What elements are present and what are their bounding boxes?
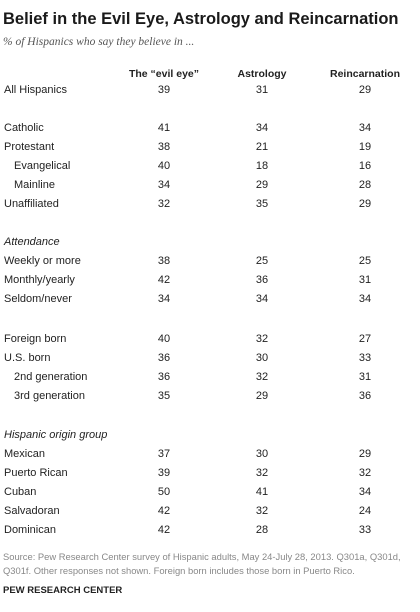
cell-evil-eye: 38: [157, 141, 171, 153]
cell-astrology: 28: [255, 524, 269, 536]
cell-astrology: 30: [255, 448, 269, 460]
table-row: Mexican 37 30 29: [0, 448, 420, 466]
cell-evil-eye: 42: [157, 505, 171, 517]
table-row: 2nd generation 36 32 31: [0, 371, 420, 389]
row-label: U.S. born: [4, 352, 51, 364]
source-note: Source: Pew Research Center survey of Hi…: [3, 551, 401, 576]
row-label: Seldom/never: [4, 293, 72, 305]
table-row: Salvadoran 42 32 24: [0, 505, 420, 523]
cell-astrology: 30: [255, 352, 269, 364]
cell-astrology: 32: [255, 467, 269, 479]
cell-reincarnation: 29: [358, 448, 372, 460]
column-header-astrology: Astrology: [237, 68, 287, 80]
cell-evil-eye: 38: [157, 255, 171, 267]
row-label: Unaffiliated: [4, 198, 59, 210]
cell-astrology: 31: [255, 84, 269, 96]
table-row: Catholic 41 34 34: [0, 122, 420, 140]
cell-reincarnation: 24: [358, 505, 372, 517]
cell-reincarnation: 31: [358, 371, 372, 383]
table-row: Evangelical 40 18 16: [0, 160, 420, 178]
cell-reincarnation: 32: [358, 467, 372, 479]
page-title: Belief in the Evil Eye, Astrology and Re…: [3, 10, 399, 28]
section-header-origin: Hispanic origin group: [4, 429, 108, 441]
cell-evil-eye: 40: [157, 333, 171, 345]
cell-evil-eye: 40: [157, 160, 171, 172]
cell-evil-eye: 35: [157, 390, 171, 402]
cell-reincarnation: 36: [358, 390, 372, 402]
cell-astrology: 21: [255, 141, 269, 153]
cell-astrology: 32: [255, 505, 269, 517]
cell-evil-eye: 50: [157, 486, 171, 498]
cell-evil-eye: 36: [157, 352, 171, 364]
table-row: Unaffiliated 32 35 29: [0, 198, 420, 216]
row-label: Catholic: [4, 122, 44, 134]
cell-reincarnation: 31: [358, 274, 372, 286]
row-label: 3rd generation: [14, 390, 85, 402]
row-label: Puerto Rican: [4, 467, 68, 479]
cell-reincarnation: 33: [358, 524, 372, 536]
row-label: 2nd generation: [14, 371, 88, 383]
section-header-attendance: Attendance: [4, 236, 60, 248]
row-label: Dominican: [4, 524, 56, 536]
cell-reincarnation: 34: [358, 486, 372, 498]
cell-reincarnation: 16: [358, 160, 372, 172]
row-label: All Hispanics: [4, 84, 67, 96]
table-row: Puerto Rican 39 32 32: [0, 467, 420, 485]
cell-evil-eye: 39: [157, 467, 171, 479]
cell-evil-eye: 39: [157, 84, 171, 96]
brand-logo-text: PEW RESEARCH CENTER: [3, 585, 123, 596]
table-row: Protestant 38 21 19: [0, 141, 420, 159]
cell-reincarnation: 27: [358, 333, 372, 345]
row-label: Evangelical: [14, 160, 71, 172]
cell-reincarnation: 25: [358, 255, 372, 267]
cell-reincarnation: 34: [358, 293, 372, 305]
table-row: Weekly or more 38 25 25: [0, 255, 420, 273]
cell-evil-eye: 32: [157, 198, 171, 210]
cell-astrology: 41: [255, 486, 269, 498]
row-label: Foreign born: [4, 333, 67, 345]
row-label: Salvadoran: [4, 505, 60, 517]
row-label: Monthly/yearly: [4, 274, 75, 286]
cell-evil-eye: 42: [157, 524, 171, 536]
cell-evil-eye: 41: [157, 122, 171, 134]
table-row: Mainline 34 29 28: [0, 179, 420, 197]
cell-astrology: 32: [255, 371, 269, 383]
row-label: Mexican: [4, 448, 45, 460]
row-label: Weekly or more: [4, 255, 81, 267]
row-label: Mainline: [14, 179, 55, 191]
table-row: U.S. born 36 30 33: [0, 352, 420, 370]
cell-astrology: 34: [255, 293, 269, 305]
table-row: 3rd generation 35 29 36: [0, 390, 420, 408]
cell-reincarnation: 28: [358, 179, 372, 191]
table-row: All Hispanics 39 31 29: [0, 84, 420, 102]
cell-astrology: 32: [255, 333, 269, 345]
cell-astrology: 29: [255, 179, 269, 191]
cell-reincarnation: 29: [358, 84, 372, 96]
cell-reincarnation: 34: [358, 122, 372, 134]
table-row: Foreign born 40 32 27: [0, 333, 420, 351]
cell-evil-eye: 36: [157, 371, 171, 383]
cell-astrology: 35: [255, 198, 269, 210]
table-row: Monthly/yearly 42 36 31: [0, 274, 420, 292]
cell-astrology: 18: [255, 160, 269, 172]
cell-evil-eye: 34: [157, 179, 171, 191]
cell-reincarnation: 19: [358, 141, 372, 153]
row-label: Protestant: [4, 141, 55, 153]
table-row: Seldom/never 34 34 34: [0, 293, 420, 311]
cell-astrology: 25: [255, 255, 269, 267]
column-header-reincarnation: Reincarnation: [329, 68, 400, 80]
cell-astrology: 34: [255, 122, 269, 134]
column-header-evil-eye: The “evil eye”: [128, 68, 200, 80]
table-row: Cuban 50 41 34: [0, 486, 420, 504]
cell-evil-eye: 34: [157, 293, 171, 305]
page-subtitle: % of Hispanics who say they believe in .…: [3, 36, 195, 48]
cell-evil-eye: 42: [157, 274, 171, 286]
cell-reincarnation: 29: [358, 198, 372, 210]
cell-astrology: 29: [255, 390, 269, 402]
table-row: Dominican 42 28 33: [0, 524, 420, 542]
row-label: Cuban: [4, 486, 37, 498]
cell-reincarnation: 33: [358, 352, 372, 364]
cell-astrology: 36: [255, 274, 269, 286]
cell-evil-eye: 37: [157, 448, 171, 460]
